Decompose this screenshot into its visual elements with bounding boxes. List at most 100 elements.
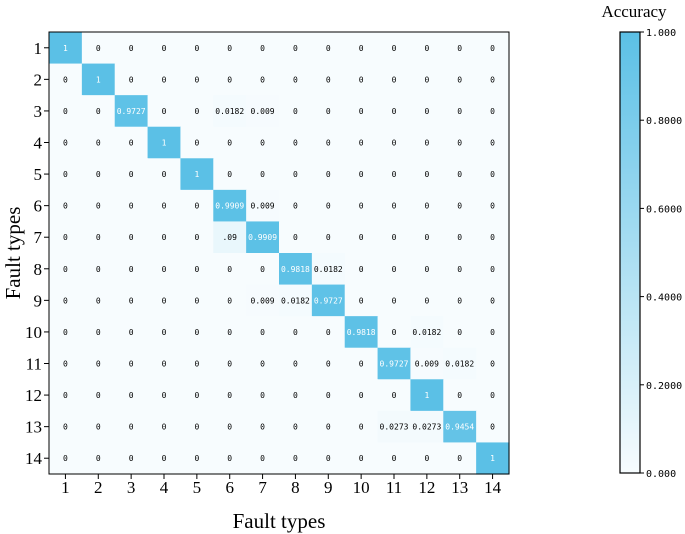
heatmap-cell: [377, 32, 412, 65]
heatmap-cell: [344, 221, 379, 254]
cell-value-label: 0: [392, 107, 397, 116]
x-tick-label: 4: [160, 478, 169, 497]
heatmap-cell: [49, 95, 83, 128]
cell-value-label: 0: [260, 391, 265, 400]
cell-value-label: 0: [457, 170, 462, 179]
cell-value-label: 0: [392, 328, 397, 337]
heatmap-cell: [476, 158, 510, 191]
cell-value-label: .09: [222, 233, 237, 242]
x-tick-label: 6: [225, 478, 234, 497]
heatmap-cell: [213, 347, 247, 380]
heatmap-cell: [81, 284, 116, 317]
heatmap-cell: [410, 63, 444, 96]
heatmap-cell: [49, 158, 83, 191]
cell-value-label: 0: [162, 296, 167, 305]
cell-value-label: 0: [96, 391, 101, 400]
plot-frame: [48, 31, 510, 475]
x-tick-label: 3: [127, 478, 136, 497]
heatmap-cell: [180, 221, 214, 254]
cell-value-label: 0: [457, 328, 462, 337]
heatmap-cell: [443, 95, 477, 128]
cell-value-label: 0: [424, 139, 429, 148]
cell-value-label: 0: [162, 233, 167, 242]
heatmap-cell: [114, 410, 149, 444]
cell-value-label: 0: [424, 75, 429, 84]
heatmap-cell: [246, 410, 280, 444]
cell-value-label: 0: [162, 75, 167, 84]
heatmap-cell: [147, 379, 182, 412]
cell-value-label: 0: [227, 296, 232, 305]
cell-value-label: 0: [424, 233, 429, 242]
cell-value-label: 0: [129, 360, 134, 369]
heatmap-cell: [410, 442, 444, 475]
heatmap-cell: [377, 221, 412, 254]
colorbar-tick-label: 0.000: [646, 469, 676, 480]
cell-value-label: 0: [194, 233, 199, 242]
heatmap-cell: [443, 284, 477, 317]
cell-value-label: 0: [194, 391, 199, 400]
heatmap-cell: [476, 316, 510, 349]
cell-value-label: 0: [392, 170, 397, 179]
y-tick-label: 3: [34, 102, 43, 121]
heatmap-cell: [213, 410, 247, 444]
cell-value-label: 0: [162, 44, 167, 53]
heatmap-cell: [81, 347, 116, 380]
cell-value-label: 0: [63, 75, 68, 84]
colorbar-title: Accuracy: [601, 2, 667, 21]
heatmap-cell: [476, 379, 510, 412]
heatmap-cell: [246, 158, 280, 191]
heatmap-cell: [344, 379, 379, 412]
cell-value-label: 0: [457, 296, 462, 305]
heatmap-cell: [476, 221, 510, 254]
heatmap-cell: [213, 442, 247, 475]
heatmap-cell: [344, 253, 379, 286]
cell-value-label: 0: [392, 139, 397, 148]
x-axis-title: Fault types: [233, 509, 326, 533]
cell-value-label: 0: [424, 202, 429, 211]
cell-value-label: 0: [424, 44, 429, 53]
cell-value-label: 0: [326, 44, 331, 53]
cell-value-label: 0: [457, 202, 462, 211]
heatmap-cell: [81, 95, 116, 128]
heatmap-cells: [49, 32, 510, 475]
cell-value-label: 0: [63, 423, 68, 432]
y-tick-label: 9: [34, 291, 43, 310]
cell-value-label: 0: [129, 139, 134, 148]
cell-value-label: 0: [63, 391, 68, 400]
cell-value-label: 0: [162, 360, 167, 369]
heatmap-cell: [311, 253, 346, 286]
heatmap-cell: [114, 442, 149, 475]
heatmap-cell: [443, 316, 477, 349]
cell-value-label: 0.9909: [215, 202, 244, 211]
heatmap-cell: [114, 95, 149, 128]
cell-value-label: 0: [326, 454, 331, 463]
heatmap-cell: [246, 379, 280, 412]
heatmap-cell: [377, 189, 412, 223]
cell-value-label: 0: [194, 328, 199, 337]
cell-value-label: 0: [490, 170, 495, 179]
heatmap-cell: [476, 347, 510, 380]
heatmap-cell: [49, 347, 83, 380]
cell-value-label: 0: [129, 170, 134, 179]
cell-value-label: 0: [359, 202, 364, 211]
heatmap-cell: [311, 189, 346, 223]
cell-value-label: 0: [326, 360, 331, 369]
cell-value-label: 0.9454: [445, 423, 474, 432]
cell-value-label: 0: [63, 328, 68, 337]
cell-value-label: 0: [293, 360, 298, 369]
heatmap-cell: [81, 158, 116, 191]
cell-value-label: 0: [194, 202, 199, 211]
cell-value-label: 0: [129, 265, 134, 274]
cell-value-label: 0: [194, 454, 199, 463]
heatmap-cell: [443, 32, 477, 65]
heatmap-cell: [476, 63, 510, 96]
heatmap-cell: [410, 126, 444, 159]
heatmap-cell: [377, 126, 412, 159]
y-tick-label: 10: [25, 323, 42, 342]
cell-value-label: 0: [490, 296, 495, 305]
cell-value-label: 0: [457, 107, 462, 116]
cell-value-label: 0: [129, 296, 134, 305]
cell-value-label: 0: [293, 202, 298, 211]
cell-value-label: 0: [359, 170, 364, 179]
heatmap-cell: [114, 189, 149, 223]
